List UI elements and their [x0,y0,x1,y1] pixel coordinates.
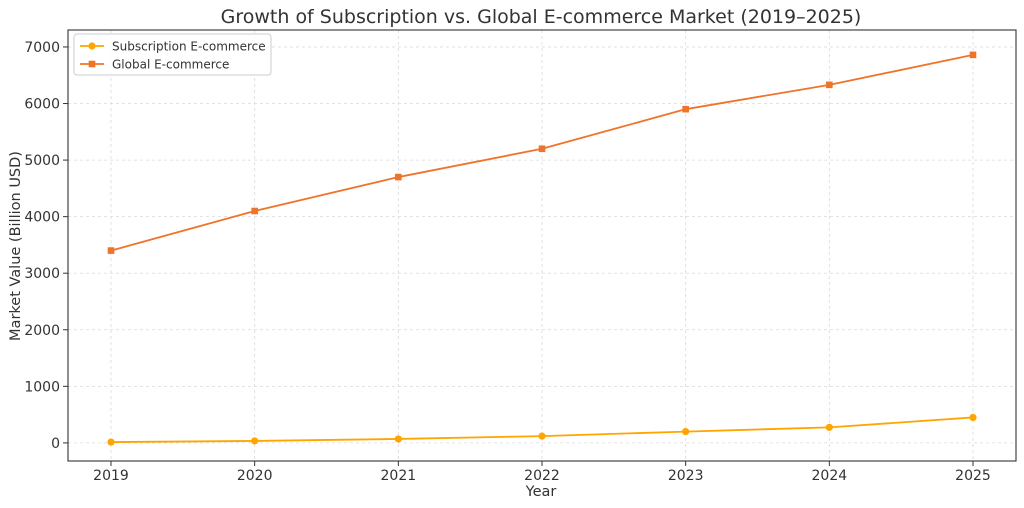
y-tick-label: 1000 [24,379,60,395]
data-point [969,413,977,422]
series-layer [107,51,977,446]
legend-label: Global E-commerce [112,58,229,72]
y-tick-label: 6000 [24,97,60,113]
series-1 [107,51,977,254]
data-point [682,105,689,113]
legend: Subscription E-commerce Global E-commerce [73,33,272,76]
data-point [107,247,115,254]
x-tick-label: 2022 [524,468,560,484]
legend-marker [88,60,96,68]
y-tick-label: 4000 [24,210,60,226]
legend-item: Subscription E-commerce [80,40,266,54]
y-tick-label: 2000 [24,323,60,339]
data-point [251,207,258,215]
y-tick-label: 7000 [24,40,60,56]
legend-marker [88,42,96,50]
y-tick-label: 3000 [24,266,60,282]
data-point [395,173,402,181]
data-point [682,427,690,436]
data-point [107,438,115,446]
x-axis-label: Year [525,484,557,500]
y-axis-label: Market Value (Billion USD) [8,151,24,341]
data-point [826,81,833,89]
data-point [538,432,546,440]
x-tick-label: 2025 [955,468,991,484]
x-tick-label: 2024 [812,468,848,484]
legend-label: Subscription E-commerce [112,40,266,54]
y-tick-label: 5000 [24,153,60,169]
x-tick-label: 2020 [237,468,273,484]
data-point [251,437,259,445]
data-point [969,51,977,59]
grid-lines [68,30,1016,461]
data-point [538,145,546,153]
y-tick-label: 0 [51,436,60,452]
series-0 [107,413,977,446]
data-point [825,423,833,431]
x-tick-label: 2021 [381,468,417,484]
chart-title: Growth of Subscription vs. Global E-comm… [221,6,862,28]
x-tick-label: 2023 [668,468,704,484]
legend-item: Global E-commerce [80,58,229,72]
legend-box [73,33,272,76]
x-tick-label: 2019 [93,468,129,484]
tick-labels: 2019 2020 2021 2022 2023 2024 2025 0 1000 2000 300… [24,40,990,484]
data-point [394,435,402,443]
